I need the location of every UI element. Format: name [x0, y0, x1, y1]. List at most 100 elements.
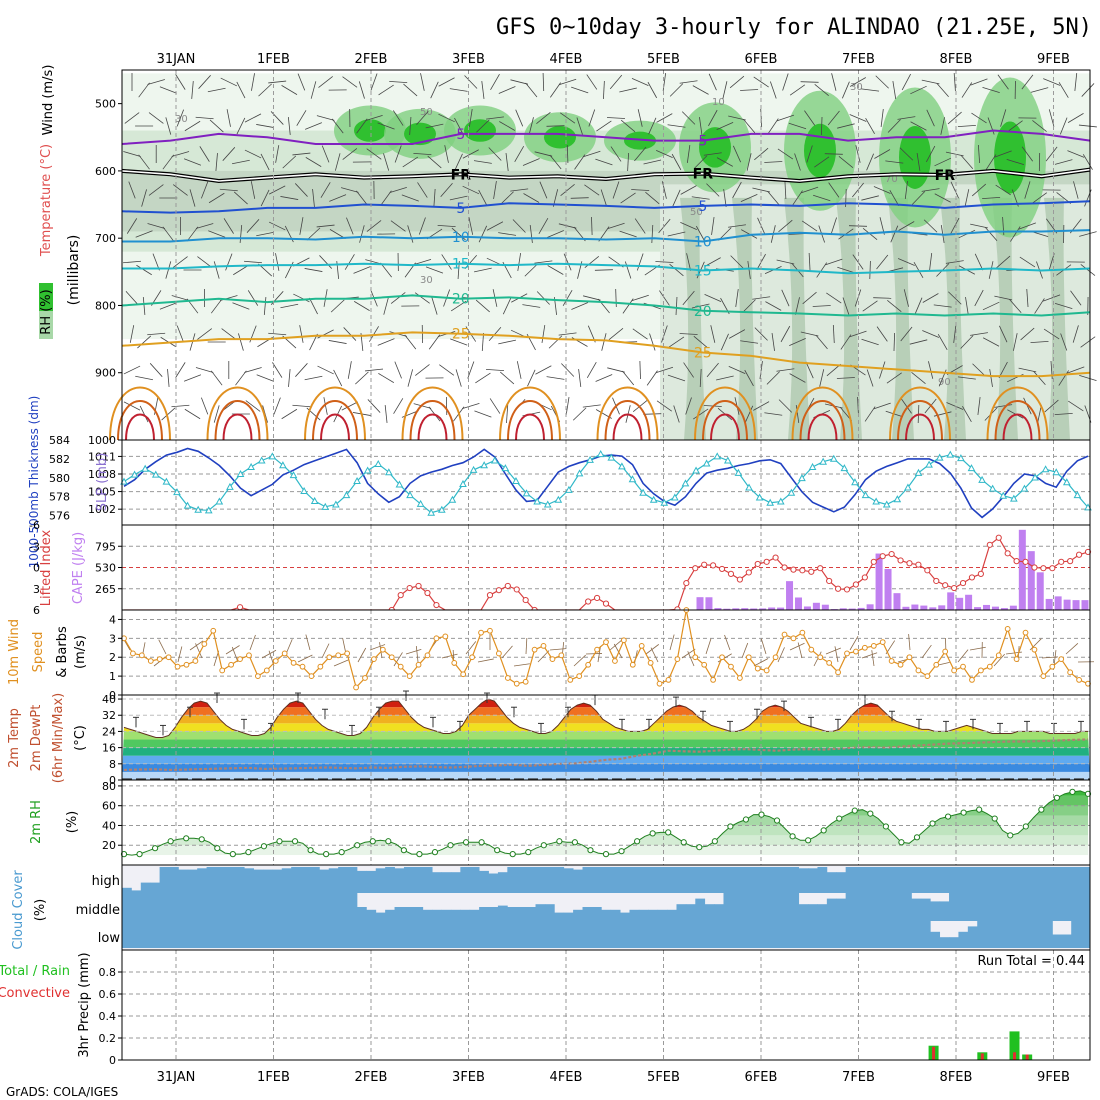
- cloud-cell: [319, 869, 330, 893]
- wind-speed-point: [531, 646, 538, 653]
- lifted-index-point: [236, 604, 244, 611]
- cloud-cell: [469, 867, 480, 893]
- pressure-tick-label: 800: [95, 299, 116, 312]
- cloud-cell: [563, 912, 574, 921]
- warm-contour: [320, 413, 350, 441]
- wind-barb: [441, 254, 452, 270]
- rh-point: [618, 848, 625, 855]
- slp-point: [1062, 478, 1071, 486]
- wind-barb: [413, 152, 432, 156]
- cloud-cell: [742, 921, 753, 948]
- wind-barb: [808, 252, 811, 272]
- wind-barb: [673, 405, 680, 423]
- rh-point: [976, 806, 983, 813]
- cloud-cell: [516, 867, 527, 893]
- lifted-index-point: [754, 560, 761, 568]
- wind-speed-point: [888, 658, 895, 664]
- wind-barb: [297, 654, 313, 663]
- cloud-cell: [1014, 893, 1025, 921]
- wind-barb: [328, 340, 347, 344]
- wind-barb: [977, 397, 981, 415]
- wind-barb: [669, 634, 675, 651]
- rh-point: [120, 851, 128, 858]
- rh-point: [183, 835, 190, 842]
- wind-speed-point: [665, 676, 672, 683]
- wind-barb: [197, 256, 213, 268]
- slp-point: [268, 452, 277, 460]
- wind-barb: [873, 402, 891, 410]
- cloud-cell: [328, 868, 339, 893]
- wind-barb: [669, 83, 684, 97]
- cloud-cell: [291, 893, 301, 921]
- cloud-cell: [122, 893, 132, 921]
- ylabel-thickness: 1000-500mb Thickness (dm): [27, 396, 41, 569]
- wind-barb: [850, 77, 866, 87]
- cape-tick-label: 795: [95, 540, 116, 553]
- wind-barb: [493, 181, 497, 199]
- lifted-index-point: [736, 576, 743, 583]
- wind-barb: [306, 227, 321, 241]
- wind-barb: [380, 262, 392, 278]
- wind-speed-point: [603, 639, 609, 646]
- wind-barb: [189, 189, 196, 207]
- wind-barb: [1048, 109, 1055, 127]
- rh-point: [991, 815, 998, 822]
- cloud-cell: [526, 921, 536, 948]
- slp-point: [935, 453, 944, 461]
- wind-barb: [281, 408, 298, 420]
- wind-barb: [425, 266, 444, 274]
- cloud-cell: [413, 867, 424, 893]
- cloud-cell: [977, 867, 988, 893]
- wind-barb: [681, 111, 696, 125]
- cloud-cell: [375, 921, 386, 948]
- wind-barb: [723, 189, 727, 207]
- temperature-contour-label: 20: [694, 304, 712, 320]
- wind-barb: [522, 158, 540, 166]
- rh-point: [1084, 790, 1092, 797]
- wind-barb: [231, 646, 239, 663]
- wind-barb: [236, 117, 246, 135]
- wind-barb: [1043, 294, 1061, 302]
- wind-barb: [392, 110, 404, 126]
- wind-barb: [245, 400, 261, 412]
- wind-barb: [699, 117, 703, 135]
- wind-speed-point: [379, 646, 386, 653]
- cape-bar: [839, 608, 847, 610]
- wind-barb: [897, 258, 915, 266]
- wind-barb: [813, 651, 822, 667]
- wind-barb: [1006, 158, 1025, 166]
- wind-barb: [879, 361, 886, 379]
- top-date-label: 31JAN: [157, 52, 196, 67]
- wind-barb: [135, 375, 154, 381]
- wind-barb: [367, 399, 381, 413]
- ylabel-lifted-index: Lifted Index: [39, 529, 54, 606]
- wind-barb: [295, 363, 308, 377]
- cloud-cell: [761, 921, 771, 948]
- rh-point: [836, 815, 843, 822]
- wind-barb: [825, 258, 843, 266]
- wind-barb: [971, 183, 987, 197]
- wind-barb: [268, 221, 286, 231]
- cloud-cell: [732, 921, 743, 948]
- wind-barb: [970, 332, 988, 336]
- thickness-tick-label: 576: [49, 510, 70, 523]
- wind-barb: [476, 119, 490, 133]
- rh-point: [167, 838, 174, 845]
- wind-barb: [232, 302, 250, 310]
- wind-barb: [837, 123, 855, 129]
- cloud-cell: [695, 898, 706, 921]
- cloud-cell: [958, 867, 969, 893]
- cloud-cell: [855, 867, 865, 893]
- wind-barb: [615, 288, 617, 308]
- lifted-index-point: [1067, 558, 1074, 565]
- cloud-cell: [1033, 867, 1044, 893]
- cloud-cell: [789, 893, 800, 921]
- wind-barb: [171, 404, 190, 408]
- cloud-cell: [375, 868, 386, 893]
- wind-barb: [728, 329, 746, 339]
- wind-barb: [897, 116, 916, 120]
- cloud-cell: [215, 867, 226, 893]
- slp-point: [480, 461, 489, 469]
- wind-barb: [806, 145, 813, 163]
